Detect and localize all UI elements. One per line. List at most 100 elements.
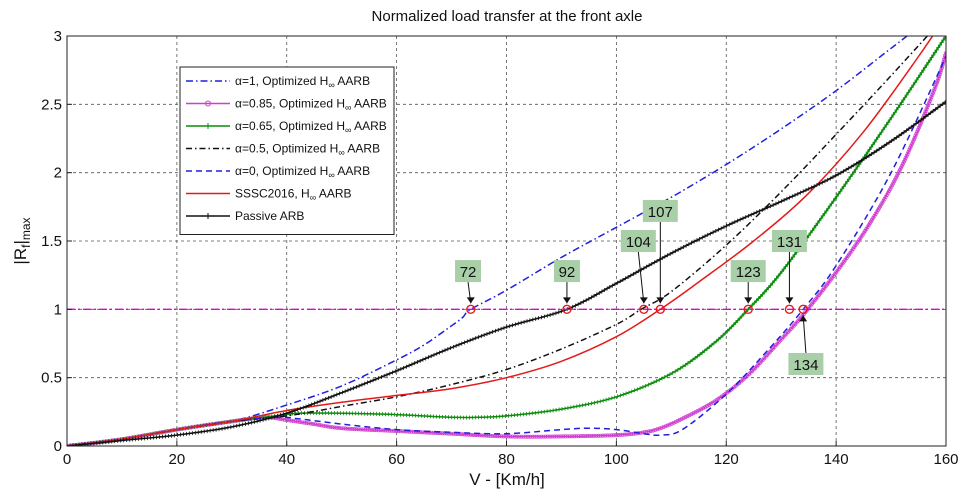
series-marker-1 [581,434,585,439]
series-marker-6 [482,332,487,337]
series-marker-2 [778,271,783,276]
series-marker-2 [916,75,921,80]
series-marker-2 [875,135,880,140]
series-marker-1 [400,429,405,434]
series-marker-1 [548,434,552,439]
series-marker-2 [827,204,832,209]
series-marker-2 [792,252,797,257]
series-marker-6 [724,223,729,228]
series-marker-6 [522,319,527,324]
series-marker-6 [676,247,681,252]
series-marker-6 [751,211,756,216]
series-marker-2 [688,359,693,364]
series-marker-2 [560,406,565,411]
series-marker-1 [653,427,658,432]
series-marker-6 [454,343,459,348]
series-marker-6 [243,421,248,426]
series-marker-6 [365,380,370,385]
crossing-marker [466,304,476,315]
series-marker-2 [629,389,634,394]
legend-marker [205,100,211,107]
series-marker-1 [646,429,651,434]
series-marker-2 [758,294,763,299]
series-marker-1 [689,412,694,417]
annotation-arrowhead [656,297,665,304]
series-marker-6 [499,326,504,331]
annotation-arrowhead [744,297,753,304]
series-marker-2 [618,393,623,398]
series-marker-6 [867,153,872,158]
series-marker-2 [899,100,904,105]
series-marker-1 [315,422,320,427]
series-marker-1 [936,76,941,81]
series-marker-1 [932,86,937,91]
series-marker-1 [942,55,946,60]
series-marker-1 [931,88,936,93]
series-marker-6 [318,399,323,404]
y-tick-label: 0 [54,438,62,455]
series-marker-6 [894,135,899,140]
series-marker-6 [684,243,689,248]
series-marker-2 [683,362,688,367]
series-marker-1 [501,434,506,439]
series-marker-2 [690,357,695,362]
series-marker-1 [625,432,629,437]
series-marker-1 [350,426,355,431]
series-marker-6 [817,181,822,186]
series-marker-6 [196,430,201,435]
series-marker-1 [504,434,508,439]
series-marker-6 [793,193,798,198]
series-marker-2 [545,409,550,414]
series-marker-1 [886,189,891,194]
series-marker-2 [624,391,629,396]
series-marker-6 [468,338,473,343]
series-marker-6 [607,285,612,290]
series-marker-1 [620,432,625,437]
series-marker-1 [901,161,905,166]
series-marker-2 [685,361,690,366]
series-marker-6 [623,276,628,281]
x-tick-label: 160 [933,451,958,468]
series-marker-1 [659,425,664,430]
series-marker-1 [291,419,296,423]
series-marker-1 [392,428,396,433]
series-marker-6 [820,180,825,185]
series-marker-6 [657,257,662,262]
series-marker-1 [499,434,504,439]
series-marker-1 [339,426,344,431]
series-marker-2 [654,379,659,384]
series-marker-6 [694,238,699,243]
series-marker-1 [924,107,929,112]
series-marker-1 [939,68,944,73]
series-marker-2 [931,53,936,58]
series-marker-1 [508,434,513,439]
series-marker-1 [361,427,366,432]
series-marker-1 [471,432,476,437]
series-marker-6 [749,212,754,217]
series-marker-1 [420,430,425,435]
series-marker-1 [319,423,324,428]
series-marker-2 [840,186,845,191]
series-marker-6 [892,137,897,142]
series-marker-6 [312,401,317,406]
series-marker-2 [914,78,919,83]
series-marker-1 [356,427,361,432]
series-marker-1 [363,427,368,432]
series-marker-1 [667,422,672,427]
series-marker-6 [776,200,781,205]
series-marker-2 [865,150,870,155]
series-marker-6 [628,273,633,278]
series-marker-1 [911,137,916,142]
series-marker-6 [828,176,833,181]
series-marker-2 [783,264,788,269]
series-marker-2 [670,370,675,375]
series-marker-1 [587,434,592,438]
series-marker-6 [214,427,219,432]
series-marker-6 [735,218,740,223]
series-marker-6 [822,179,827,184]
series-marker-6 [373,377,378,382]
series-marker-1 [526,434,530,439]
series-marker-6 [581,299,586,304]
series-marker-1 [282,417,287,422]
series-marker-6 [473,336,478,341]
